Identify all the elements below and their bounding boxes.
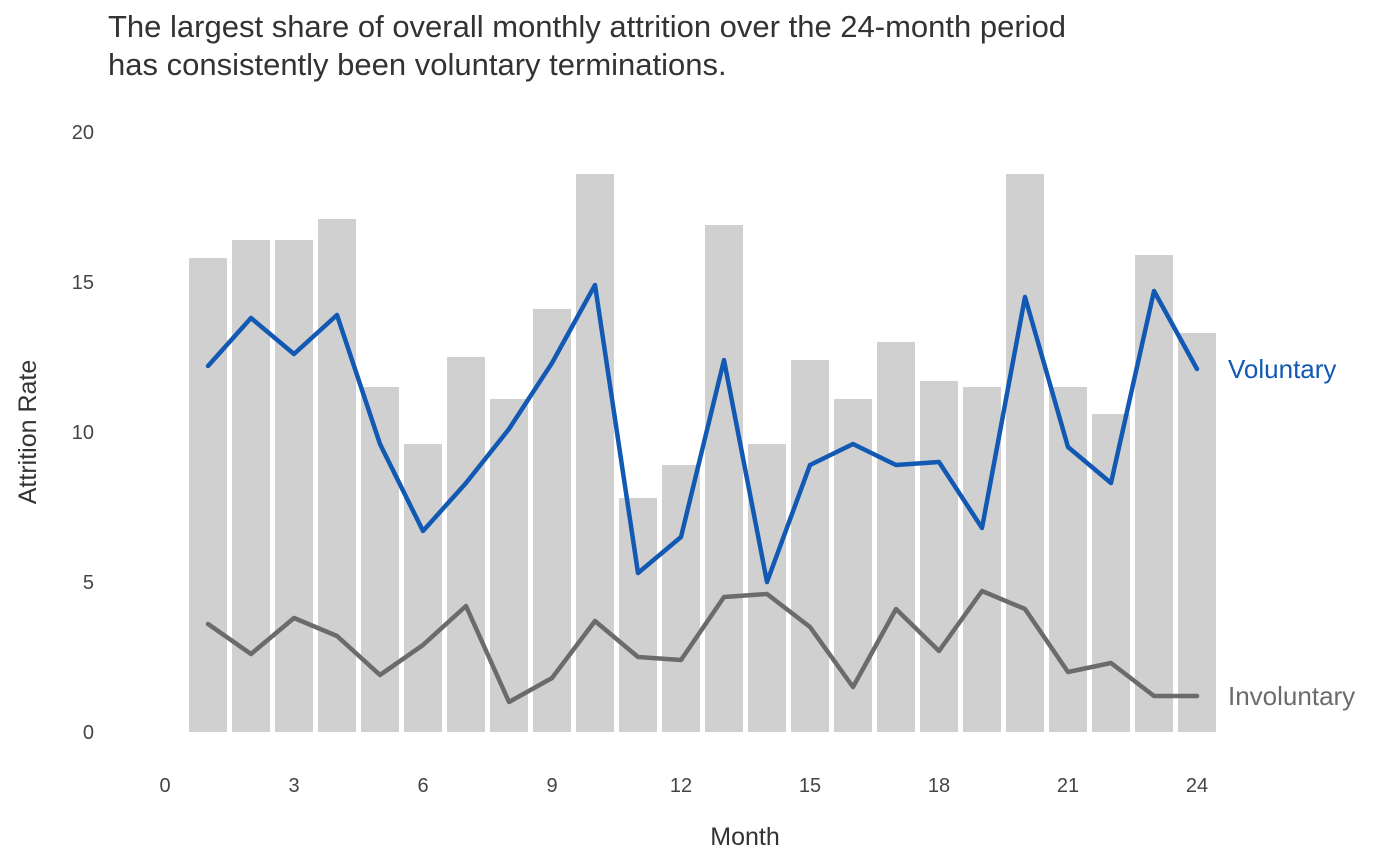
involuntary-line [205, 588, 1200, 705]
x-tick-15: 15 [799, 775, 821, 797]
voluntary-label: Voluntary [1228, 354, 1336, 384]
bar-month-15 [791, 360, 829, 732]
x-axis-ticks: 0 3 6 9 12 15 18 21 24 [159, 775, 1208, 797]
lines-group [205, 282, 1200, 705]
y-axis-title: Attrition Rate [14, 360, 42, 505]
bar-month-18 [920, 381, 958, 732]
bar-month-6 [404, 444, 442, 732]
bar-month-10 [576, 174, 614, 732]
bar-month-9 [533, 309, 571, 732]
bar-month-7 [447, 357, 485, 732]
y-tick-5: 5 [83, 572, 94, 594]
series-labels: Voluntary Involuntary [1228, 354, 1355, 711]
bar-month-22 [1092, 414, 1130, 732]
x-tick-24: 24 [1186, 775, 1208, 797]
x-tick-18: 18 [928, 775, 950, 797]
x-tick-12: 12 [670, 775, 692, 797]
y-tick-20: 20 [72, 122, 94, 144]
x-tick-21: 21 [1057, 775, 1079, 797]
y-tick-15: 15 [72, 272, 94, 294]
bar-month-21 [1049, 387, 1087, 732]
bar-month-19 [963, 387, 1001, 732]
bar-month-17 [877, 342, 915, 732]
y-axis-ticks: 0 5 10 15 20 [72, 122, 94, 744]
x-axis-title: Month [710, 823, 779, 851]
x-tick-6: 6 [417, 775, 428, 797]
chart-title-line-1: The largest share of overall monthly att… [108, 9, 1067, 44]
bar-month-20 [1006, 174, 1044, 732]
x-tick-3: 3 [288, 775, 299, 797]
y-tick-10: 10 [72, 422, 94, 444]
y-tick-0: 0 [83, 722, 94, 744]
bar-month-4 [318, 219, 356, 732]
chart-title: The largest share of overall monthly att… [108, 8, 1308, 84]
voluntary-line [205, 282, 1200, 585]
bar-month-24 [1178, 333, 1216, 732]
bar-month-3 [275, 240, 313, 732]
involuntary-label: Involuntary [1228, 681, 1355, 711]
bar-month-12 [662, 465, 700, 732]
bar-month-11 [619, 498, 657, 732]
bar-month-23 [1135, 255, 1173, 732]
bar-month-13 [705, 225, 743, 732]
bar-month-1 [189, 258, 227, 732]
bar-month-16 [834, 399, 872, 732]
x-tick-9: 9 [546, 775, 557, 797]
bars-group [189, 174, 1216, 732]
bar-month-2 [232, 240, 270, 732]
x-tick-0: 0 [159, 775, 170, 797]
bar-month-14 [748, 444, 786, 732]
chart-title-line-2: has consistently been voluntary terminat… [108, 47, 727, 82]
